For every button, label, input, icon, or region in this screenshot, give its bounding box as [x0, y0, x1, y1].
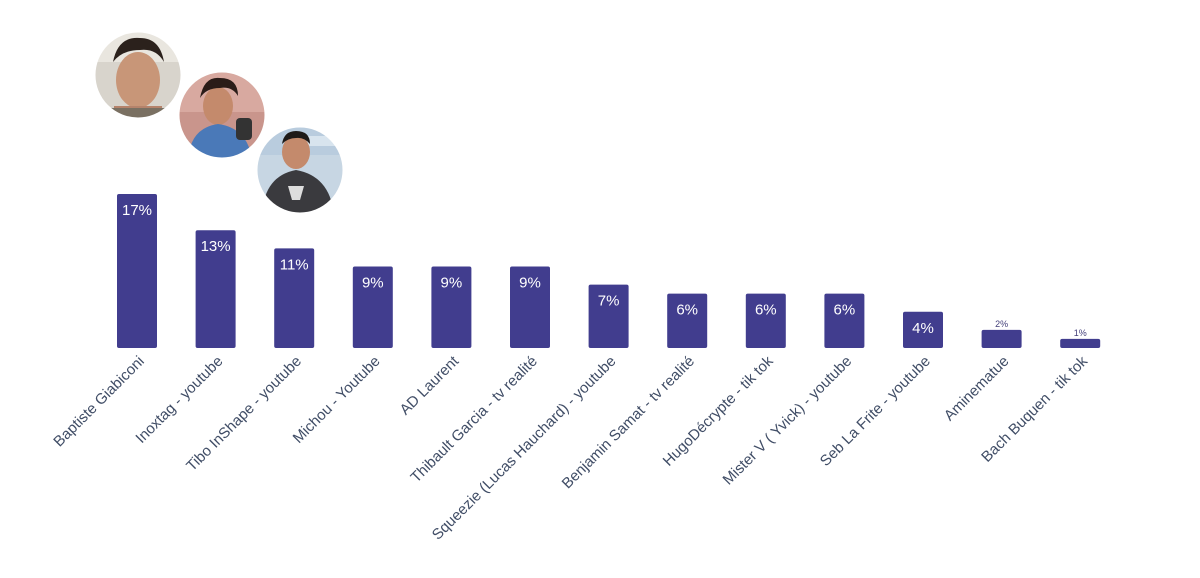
category-label: AD Laurent [397, 352, 463, 418]
bar [745, 293, 786, 348]
photo-baptiste-giabiconi [94, 31, 182, 119]
bar [274, 248, 315, 348]
bar [117, 194, 157, 348]
value-labels-group: 17% 13% 11% 9% 9% 9% 7% 6% 6% 6% 4% 2% 1% [122, 202, 1087, 338]
category-label: Michou - Youtube [290, 353, 384, 447]
category-label: Mister V ( Yvick) - youtube [720, 353, 856, 489]
bar [1060, 338, 1101, 348]
value-label: 17% [122, 202, 152, 219]
category-label: Benjamin Samat - tv realité [559, 353, 698, 492]
bar [667, 293, 708, 348]
value-label: 11% [280, 256, 309, 273]
category-label: Aminematue [941, 353, 1013, 425]
value-label: 7% [598, 293, 620, 310]
value-label: 1% [1074, 328, 1087, 338]
photo-inoxtag [178, 71, 266, 159]
bar [903, 311, 943, 348]
value-label: 9% [519, 275, 541, 292]
bar [510, 266, 550, 348]
bar [195, 230, 236, 348]
bar [824, 293, 865, 348]
bar [981, 329, 1022, 348]
value-label: 6% [676, 302, 698, 319]
value-label: 6% [755, 302, 777, 319]
value-label: 13% [201, 238, 231, 255]
value-label: 6% [834, 302, 856, 319]
bar [431, 266, 472, 348]
bars-group [117, 194, 1101, 348]
value-label: 2% [995, 319, 1008, 329]
bar [588, 284, 629, 348]
value-label: 4% [912, 320, 934, 337]
value-label: 9% [362, 275, 384, 292]
photo-tibo-inshape [256, 126, 344, 214]
category-label: Thibault Garcia - tv realité [407, 353, 540, 486]
value-label: 9% [441, 275, 463, 292]
bar [352, 266, 393, 348]
